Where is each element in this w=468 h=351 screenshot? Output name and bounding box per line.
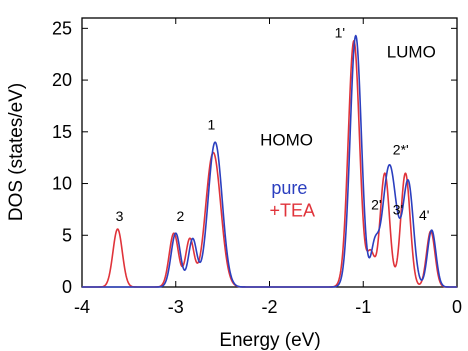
annotation-label: 1	[207, 117, 215, 133]
y-tick-label: 25	[52, 18, 72, 38]
x-tick-label: 0	[452, 297, 462, 317]
series-line-pure	[81, 34, 458, 288]
dos-curves	[81, 34, 458, 288]
annotation-label: 3'	[393, 202, 403, 218]
y-tick-label: 0	[62, 277, 72, 297]
series-line-tea	[81, 39, 458, 288]
legend-entry: +TEA	[270, 201, 316, 221]
legend: pure +TEA	[270, 178, 316, 221]
annotation-label: 3	[116, 208, 124, 224]
annotation-label: 4'	[419, 207, 429, 223]
y-tick-label: 5	[62, 225, 72, 245]
y-axis-label: DOS (states/eV)	[6, 83, 27, 221]
annotation-label: 2'	[371, 196, 381, 212]
x-tick-label: -2	[261, 297, 277, 317]
x-tick-label: -1	[355, 297, 371, 317]
annotation-label: LUMO	[387, 42, 436, 61]
annotation-label: 2*'	[393, 142, 409, 158]
annotation-label: HOMO	[260, 130, 313, 149]
axis-ticks: -4 -3 -2 -1 0 0 5 10 15 20 25	[52, 18, 462, 317]
y-tick-label: 15	[52, 122, 72, 142]
x-tick-label: -4	[74, 297, 90, 317]
annotation-label: 1'	[335, 25, 345, 41]
annotation-label: 2	[177, 208, 185, 224]
x-tick-label: -3	[168, 297, 184, 317]
peak-annotations: 1 HOMO 2 3 1' LUMO 2*' 2' 3' 4'	[116, 25, 436, 224]
y-tick-label: 10	[52, 174, 72, 194]
x-axis-label: Energy (eV)	[219, 330, 320, 351]
legend-entry: pure	[271, 178, 307, 198]
y-tick-label: 20	[52, 70, 72, 90]
